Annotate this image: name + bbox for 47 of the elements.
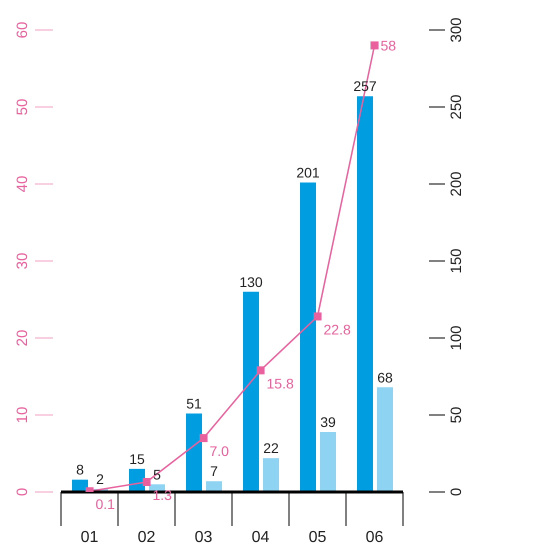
y2-tick-label: 150 bbox=[448, 248, 465, 274]
point bbox=[370, 41, 378, 50]
data-label: 2 bbox=[96, 470, 104, 487]
data-label: 7 bbox=[210, 463, 218, 480]
x-tick-label: 02 bbox=[138, 529, 156, 546]
y2-tick-label: 300 bbox=[448, 17, 465, 43]
bar bbox=[357, 96, 373, 492]
y-tick-label: 20 bbox=[14, 330, 31, 346]
data-label: 68 bbox=[377, 369, 393, 386]
y-tick-label: 0 bbox=[14, 488, 31, 496]
y-tick-label: 50 bbox=[14, 98, 31, 116]
y2-tick-label: 0 bbox=[448, 488, 465, 496]
y-tick-label: 30 bbox=[14, 252, 31, 270]
data-label: 51 bbox=[186, 395, 202, 412]
x-tick-label: 04 bbox=[252, 529, 270, 546]
y-tick-label: 40 bbox=[14, 176, 31, 192]
x-tick-label: 06 bbox=[366, 529, 384, 546]
x-tick-label: 05 bbox=[308, 529, 326, 546]
y2-tick-label: 200 bbox=[448, 171, 465, 197]
y-tick-label: 60 bbox=[14, 22, 31, 38]
bar bbox=[300, 182, 316, 492]
data-label: 201 bbox=[296, 164, 320, 180]
data-label: 22 bbox=[263, 440, 279, 456]
bar bbox=[377, 387, 393, 492]
data-label: 15.8 bbox=[266, 375, 294, 392]
bar bbox=[243, 292, 259, 492]
data-label: 15 bbox=[129, 450, 145, 467]
bar bbox=[186, 413, 202, 492]
y2-tick-label: 50 bbox=[448, 406, 465, 424]
data-label: 58 bbox=[380, 37, 396, 54]
data-label: 130 bbox=[239, 274, 263, 290]
x-tick-label: 03 bbox=[194, 529, 212, 546]
y2-tick-label: 250 bbox=[448, 94, 465, 120]
data-label: 39 bbox=[320, 414, 336, 430]
y-tick-label: 10 bbox=[14, 406, 31, 424]
data-label: 7.0 bbox=[210, 443, 230, 460]
data-label: 8 bbox=[76, 462, 84, 478]
point bbox=[256, 366, 264, 374]
y2-tick-label: 100 bbox=[448, 325, 465, 351]
point bbox=[142, 478, 150, 486]
point bbox=[314, 312, 322, 320]
bar bbox=[263, 458, 279, 492]
point bbox=[200, 434, 208, 442]
bar bbox=[320, 432, 336, 492]
x-tick-label: 01 bbox=[80, 529, 98, 546]
data-label: 22.8 bbox=[324, 321, 351, 338]
data-label: 0.1 bbox=[96, 496, 116, 512]
